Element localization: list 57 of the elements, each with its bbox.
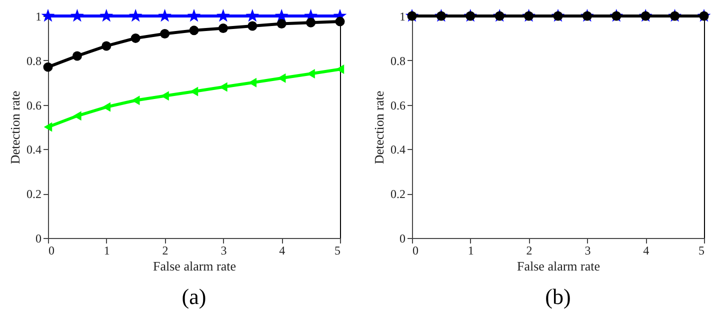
x-tick-label: 0 (48, 244, 54, 258)
y-tick-label: 0 (400, 232, 406, 246)
y-tick-label: 0.2 (390, 187, 406, 202)
point (160, 29, 170, 38)
x-tick-label: 4 (279, 244, 286, 258)
point (274, 8, 288, 22)
x-tick-label: 5 (334, 244, 340, 258)
point (335, 16, 345, 26)
y-tick-label: 0.2 (26, 187, 42, 202)
x-tick-label: 2 (162, 244, 168, 258)
point (216, 8, 230, 22)
point (306, 18, 316, 28)
point (336, 64, 344, 74)
y-tick-label: 0 (36, 232, 42, 246)
point (130, 33, 140, 43)
point (160, 91, 169, 101)
point (73, 111, 82, 121)
point (187, 8, 201, 22)
point (276, 19, 286, 29)
y-tick-label: 0.8 (26, 54, 42, 68)
point (72, 51, 82, 61)
x-axis-title: False alarm rate (152, 258, 236, 274)
x-tick-label: 0 (412, 244, 418, 258)
point (102, 41, 112, 51)
x-tick-label: 2 (526, 244, 532, 258)
point (248, 21, 258, 31)
x-tick-label: 5 (698, 244, 704, 258)
y-tick-label: 0.4 (390, 142, 406, 157)
y-tick-label: 1 (36, 10, 42, 24)
point (219, 82, 228, 92)
x-tick-label: 3 (220, 244, 227, 258)
y-tick-label: 0.6 (390, 98, 406, 112)
x-tick-label: 1 (104, 244, 110, 258)
y-axis-title: Detection rate (8, 90, 22, 164)
point (189, 26, 199, 36)
x-axis-title: False alarm rate (516, 258, 600, 274)
y-tick-label: 0.6 (26, 98, 42, 112)
point (70, 8, 84, 22)
point (306, 68, 315, 78)
point (246, 8, 260, 22)
point (44, 122, 52, 132)
y-tick-label: 0.8 (390, 54, 406, 68)
point (41, 8, 55, 22)
point (43, 62, 53, 72)
x-tick-label: 3 (584, 244, 591, 258)
point (158, 8, 172, 22)
text: (b) (545, 284, 571, 309)
point (218, 23, 228, 33)
point (102, 102, 111, 112)
y-axis-title: Detection rate (372, 90, 386, 164)
x-tick-label: 4 (643, 244, 650, 258)
text: (a) (182, 284, 206, 309)
x-tick-label: 1 (468, 244, 474, 258)
y-tick-label: 1 (400, 10, 406, 24)
y-tick-label: 0.4 (26, 142, 42, 157)
point (128, 8, 142, 22)
point (100, 8, 114, 22)
